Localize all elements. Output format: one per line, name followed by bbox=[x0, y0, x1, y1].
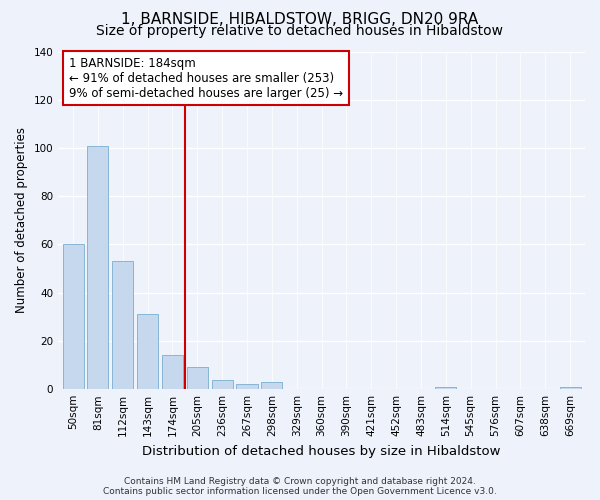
Text: 1 BARNSIDE: 184sqm
← 91% of detached houses are smaller (253)
9% of semi-detache: 1 BARNSIDE: 184sqm ← 91% of detached hou… bbox=[69, 56, 343, 100]
Bar bbox=[262, 382, 283, 389]
Bar bbox=[236, 384, 257, 389]
Bar bbox=[162, 356, 183, 389]
Bar bbox=[137, 314, 158, 389]
Bar bbox=[88, 146, 109, 389]
Y-axis label: Number of detached properties: Number of detached properties bbox=[15, 128, 28, 314]
Bar bbox=[62, 244, 83, 389]
Text: Size of property relative to detached houses in Hibaldstow: Size of property relative to detached ho… bbox=[97, 24, 503, 38]
X-axis label: Distribution of detached houses by size in Hibaldstow: Distribution of detached houses by size … bbox=[142, 444, 501, 458]
Bar bbox=[212, 380, 233, 389]
Bar bbox=[560, 387, 581, 389]
Text: 1, BARNSIDE, HIBALDSTOW, BRIGG, DN20 9RA: 1, BARNSIDE, HIBALDSTOW, BRIGG, DN20 9RA bbox=[121, 12, 479, 28]
Text: Contains HM Land Registry data © Crown copyright and database right 2024.
Contai: Contains HM Land Registry data © Crown c… bbox=[103, 476, 497, 496]
Bar bbox=[187, 368, 208, 389]
Bar bbox=[112, 262, 133, 389]
Bar bbox=[435, 387, 457, 389]
